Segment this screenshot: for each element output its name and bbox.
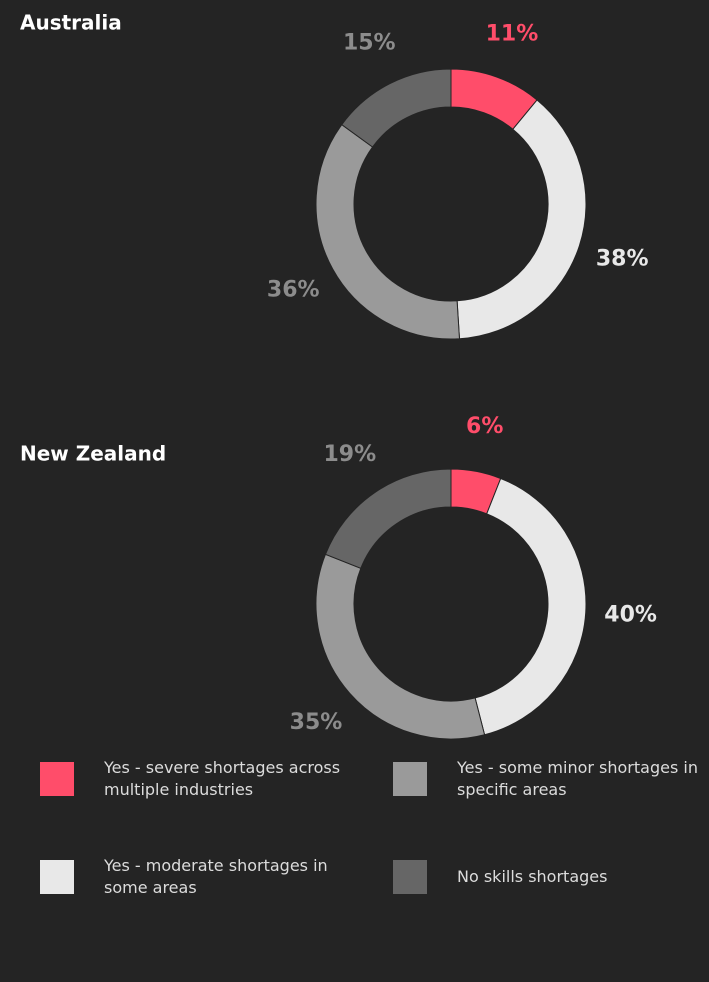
value-label: 11% xyxy=(486,22,539,47)
legend-label: Yes - severe shortages across multiple i… xyxy=(104,758,341,799)
donut-slice xyxy=(456,99,587,340)
legend-item: Yes - moderate shortages in some areas xyxy=(40,843,344,911)
legend-swatch xyxy=(393,860,427,894)
legend-label: Yes - some minor shortages in specific a… xyxy=(457,758,698,799)
chart-title: New Zealand xyxy=(20,442,166,466)
donut-slice xyxy=(315,553,486,740)
chart-title: Australia xyxy=(20,11,122,35)
legend-label: Yes - moderate shortages in some areas xyxy=(104,856,328,897)
legend-item: No skills shortages xyxy=(393,843,709,911)
legend-label: No skills shortages xyxy=(457,867,608,886)
legend-swatch xyxy=(40,860,74,894)
legend-item: Yes - some minor shortages in specific a… xyxy=(393,745,709,813)
donut-slice xyxy=(474,477,587,736)
value-label: 35% xyxy=(290,710,343,735)
value-label: 38% xyxy=(596,247,649,272)
value-label: 40% xyxy=(604,602,657,627)
legend-swatch xyxy=(40,762,74,796)
donut-slice xyxy=(315,123,461,340)
donut-slice xyxy=(324,468,452,569)
legend-swatch xyxy=(393,762,427,796)
donut-slice xyxy=(341,68,452,148)
value-label: 36% xyxy=(267,278,320,303)
value-label: 19% xyxy=(323,442,376,467)
value-label: 6% xyxy=(466,414,503,439)
legend-item: Yes - severe shortages across multiple i… xyxy=(40,745,344,813)
chart: Australia 11% 38% 36% 15% New Zealand 6% 40% 35%… xyxy=(20,11,657,740)
value-label: 15% xyxy=(343,31,396,56)
